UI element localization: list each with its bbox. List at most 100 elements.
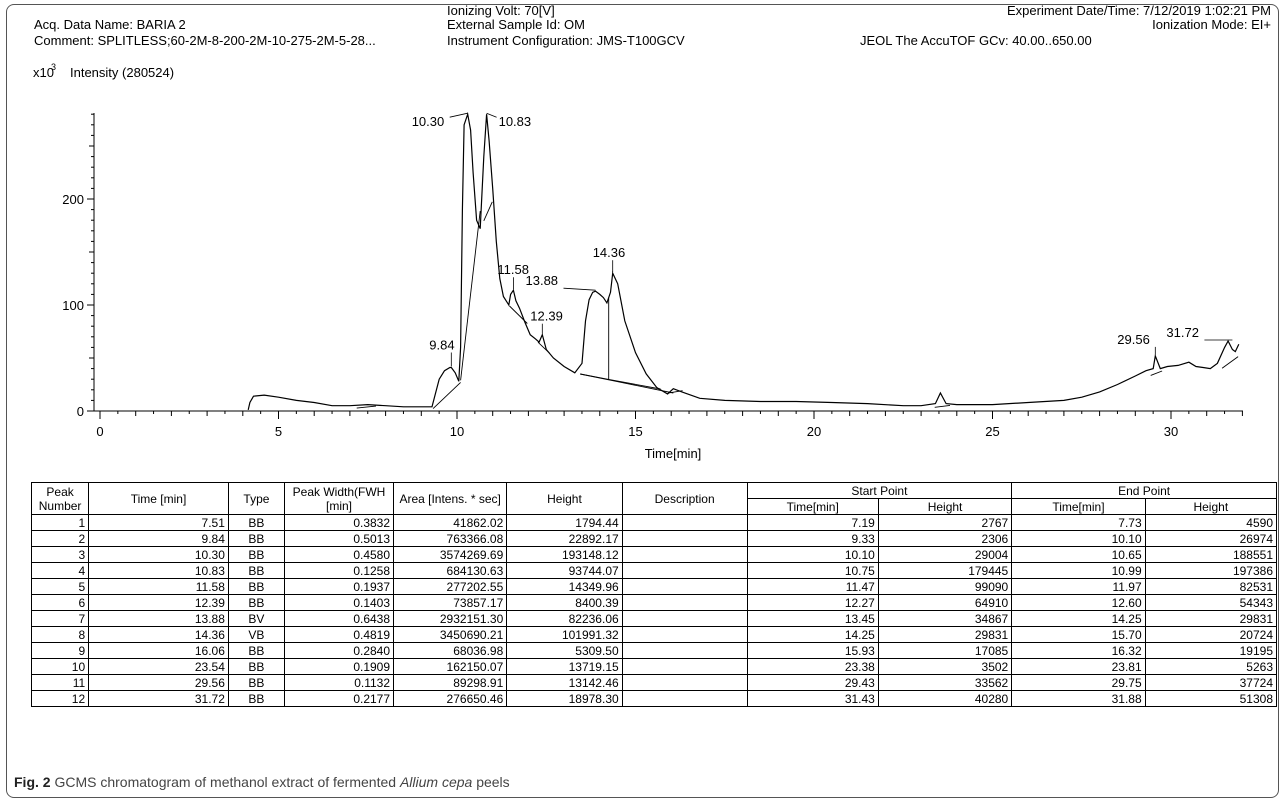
table-cell: 20724 xyxy=(1144,626,1278,643)
y-multiplier-base: x10 xyxy=(33,65,54,80)
ionization-mode: Ionization Mode: EI+ xyxy=(1152,17,1271,32)
header-start-point: Start Point xyxy=(746,482,1013,499)
y-tick-label: 100 xyxy=(62,298,84,313)
header-type: Type xyxy=(227,482,285,515)
header-peak-number: Peak Number xyxy=(30,482,90,515)
table-cell: 9 xyxy=(30,642,90,659)
table-cell: 23.81 xyxy=(1011,658,1146,675)
x-tick-label: 10 xyxy=(450,424,464,439)
table-cell: 29004 xyxy=(877,546,1013,563)
y-multiplier-exponent: 3 xyxy=(51,62,56,72)
table-cell: 54343 xyxy=(1144,594,1278,611)
table-cell: 9.33 xyxy=(746,530,879,547)
table-row: 1 7.51 BB 0.3832 41862.02 1794.44 7.19 2767 7.73… xyxy=(30,514,1278,531)
x-tick-label: 30 xyxy=(1164,424,1178,439)
table-cell: 179445 xyxy=(877,562,1013,579)
table-cell: 37724 xyxy=(1144,674,1278,691)
table-cell: 10.65 xyxy=(1011,546,1146,563)
table-cell: BB xyxy=(227,642,285,659)
peak-label: 29.56 xyxy=(1117,332,1150,347)
table-row: 9 16.06 BB 0.2840 68036.98 5309.50 15.93 17085 1… xyxy=(30,642,1278,659)
table-cell: 13719.15 xyxy=(506,658,623,675)
table-cell: 13142.46 xyxy=(506,674,623,691)
table-cell: BB xyxy=(227,514,285,531)
table-cell: 0.1403 xyxy=(283,594,395,611)
x-tick-label: 15 xyxy=(628,424,642,439)
table-cell: 68036.98 xyxy=(393,642,508,659)
y-tick-label: 0 xyxy=(77,404,84,419)
table-cell: BV xyxy=(227,610,285,627)
table-cell: 1794.44 xyxy=(506,514,623,531)
caption-text: GCMS chromatogram of methanol extract of… xyxy=(54,774,397,790)
peak-table-body: 1 7.51 BB 0.3832 41862.02 1794.44 7.19 2767 7.73… xyxy=(30,514,1278,707)
acq-data-name: Acq. Data Name: BARIA 2 xyxy=(34,17,186,32)
table-cell: 101991.32 xyxy=(506,626,623,643)
table-cell xyxy=(621,594,748,611)
table-cell: 22892.17 xyxy=(506,530,623,547)
table-cell: 2767 xyxy=(877,514,1013,531)
table-cell: 9.84 xyxy=(88,530,229,547)
table-cell: 89298.91 xyxy=(393,674,508,691)
table-cell: 11.47 xyxy=(746,578,879,595)
caption-text-end: peels xyxy=(476,774,510,790)
peak-label: 11.58 xyxy=(497,262,529,277)
table-cell: 276650.46 xyxy=(393,690,508,707)
x-axis-label: Time[min] xyxy=(645,446,702,461)
table-cell xyxy=(621,626,748,643)
table-row: 2 9.84 BB 0.5013 763366.08 22892.17 9.33 2306 10… xyxy=(30,530,1278,547)
integration-baseline xyxy=(432,382,461,409)
table-cell: 16.06 xyxy=(88,642,229,659)
table-cell: 51308 xyxy=(1144,690,1278,707)
table-cell xyxy=(621,674,748,691)
table-cell: 3502 xyxy=(877,658,1013,675)
table-cell: 18978.30 xyxy=(506,690,623,707)
table-cell: 12.27 xyxy=(746,594,879,611)
integration-baselines xyxy=(356,201,1239,409)
table-cell: 10.99 xyxy=(1011,562,1146,579)
header-description: Description xyxy=(621,482,748,515)
peak-label-leader xyxy=(486,112,497,118)
table-row: 11 29.56 BB 0.1132 89298.91 13142.46 29.43 3356… xyxy=(30,674,1278,691)
table-cell: 12 xyxy=(30,690,90,707)
table-row: 3 10.30 BB 0.4580 3574269.69 193148.12 10.10 29… xyxy=(30,546,1278,563)
table-cell: BB xyxy=(227,674,285,691)
table-cell: 17085 xyxy=(877,642,1013,659)
x-tick-label: 25 xyxy=(985,424,999,439)
table-cell xyxy=(621,658,748,675)
table-cell: 5309.50 xyxy=(506,642,623,659)
table-cell: 29831 xyxy=(1144,610,1278,627)
table-cell: 3450690.21 xyxy=(393,626,508,643)
table-cell: 14349.96 xyxy=(506,578,623,595)
table-cell xyxy=(621,546,748,563)
axes: 0 5 10 15 20 25 30 0 100 200 xyxy=(62,113,1243,439)
header-end-time: Time[min] xyxy=(1011,498,1146,515)
table-cell: 13.88 xyxy=(88,610,229,627)
table-cell xyxy=(621,690,748,707)
table-cell: 40280 xyxy=(877,690,1013,707)
external-sample-id: External Sample Id: OM xyxy=(447,17,585,32)
header-start-time: Time[min] xyxy=(746,498,879,515)
integration-baseline xyxy=(356,405,377,409)
table-cell: 10.75 xyxy=(746,562,879,579)
table-cell: 0.1132 xyxy=(283,674,395,691)
table-cell: 7.73 xyxy=(1011,514,1146,531)
table-cell xyxy=(621,514,748,531)
table-cell: VB xyxy=(227,626,285,643)
x-tick-label: 5 xyxy=(275,424,282,439)
integration-baseline xyxy=(460,211,481,381)
table-cell: 12.39 xyxy=(88,594,229,611)
table-cell: 10 xyxy=(30,658,90,675)
header-start-height: Height xyxy=(877,498,1013,515)
header-height: Height xyxy=(506,482,623,515)
table-cell: 73857.17 xyxy=(393,594,508,611)
table-cell: 99090 xyxy=(877,578,1013,595)
table-cell: 23.54 xyxy=(88,658,229,675)
header-time: Time [min] xyxy=(88,482,229,515)
peak-label: 12.39 xyxy=(530,309,563,324)
integration-baseline xyxy=(483,201,493,221)
table-cell: 0.5013 xyxy=(283,530,395,547)
table-row: 8 14.36 VB 0.4819 3450690.21 101991.32 14.25 29… xyxy=(30,626,1278,643)
table-row: 5 11.58 BB 0.1937 277202.55 14349.96 11.47 9909… xyxy=(30,578,1278,595)
table-cell: 12.60 xyxy=(1011,594,1146,611)
table-cell: BB xyxy=(227,658,285,675)
